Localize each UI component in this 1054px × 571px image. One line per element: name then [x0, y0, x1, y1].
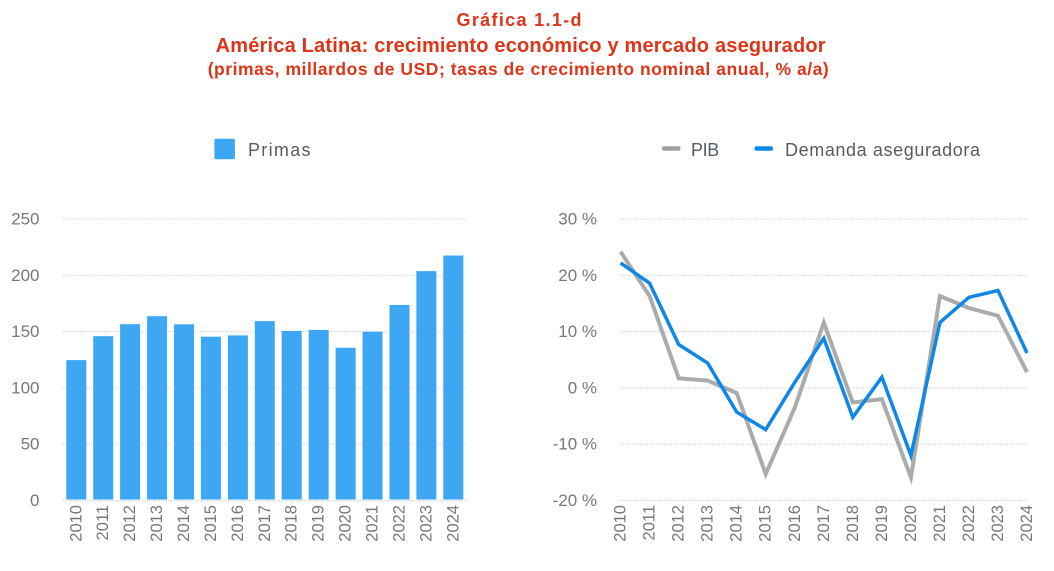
svg-text:2024: 2024 [444, 505, 462, 542]
svg-text:2013: 2013 [148, 505, 166, 542]
svg-text:Gráfica 1.1-d: Gráfica 1.1-d [457, 10, 582, 30]
svg-text:PIB: PIB [691, 140, 719, 160]
svg-text:2024: 2024 [1018, 505, 1036, 542]
svg-text:2012: 2012 [670, 505, 688, 542]
svg-text:50: 50 [21, 435, 40, 454]
svg-text:Primas: Primas [248, 140, 311, 160]
svg-text:2020: 2020 [902, 505, 920, 542]
svg-text:2022: 2022 [960, 505, 978, 542]
svg-text:2011: 2011 [94, 505, 112, 540]
svg-text:2010: 2010 [67, 505, 85, 542]
svg-text:2018: 2018 [283, 505, 301, 542]
svg-text:200: 200 [11, 266, 39, 285]
svg-text:0: 0 [30, 491, 39, 510]
svg-text:30 %: 30 % [558, 210, 597, 229]
svg-text:2014: 2014 [728, 505, 746, 542]
svg-text:2017: 2017 [256, 505, 274, 542]
svg-text:2022: 2022 [391, 505, 409, 542]
svg-text:2019: 2019 [873, 505, 891, 542]
svg-text:Demanda aseguradora: Demanda aseguradora [785, 140, 981, 160]
svg-text:-20 %: -20 % [553, 491, 597, 510]
svg-text:2016: 2016 [786, 505, 804, 542]
svg-text:2012: 2012 [121, 505, 139, 542]
svg-text:2014: 2014 [175, 505, 193, 542]
svg-text:250: 250 [11, 210, 39, 229]
svg-text:2018: 2018 [844, 505, 862, 542]
svg-text:2015: 2015 [757, 505, 775, 542]
svg-text:(primas, millardos de USD; tas: (primas, millardos de USD; tasas de crec… [208, 59, 829, 79]
svg-text:2017: 2017 [815, 505, 833, 542]
svg-text:2021: 2021 [931, 505, 949, 542]
svg-text:-10 %: -10 % [553, 435, 597, 454]
svg-text:150: 150 [11, 322, 39, 341]
svg-text:2020: 2020 [337, 505, 355, 542]
svg-text:0 %: 0 % [568, 378, 597, 397]
svg-text:100: 100 [11, 378, 39, 397]
svg-text:América Latina: crecimiento ec: América Latina: crecimiento económico y … [216, 35, 826, 57]
svg-text:2011: 2011 [641, 505, 659, 540]
svg-text:2010: 2010 [612, 505, 630, 542]
svg-text:2021: 2021 [364, 505, 382, 542]
svg-text:2019: 2019 [310, 505, 328, 542]
svg-text:10 %: 10 % [558, 322, 597, 341]
svg-text:2015: 2015 [202, 505, 220, 542]
svg-text:2023: 2023 [989, 505, 1007, 542]
svg-text:2023: 2023 [417, 505, 435, 542]
svg-text:2016: 2016 [229, 505, 247, 542]
svg-text:20 %: 20 % [558, 266, 597, 285]
svg-text:2013: 2013 [699, 505, 717, 542]
